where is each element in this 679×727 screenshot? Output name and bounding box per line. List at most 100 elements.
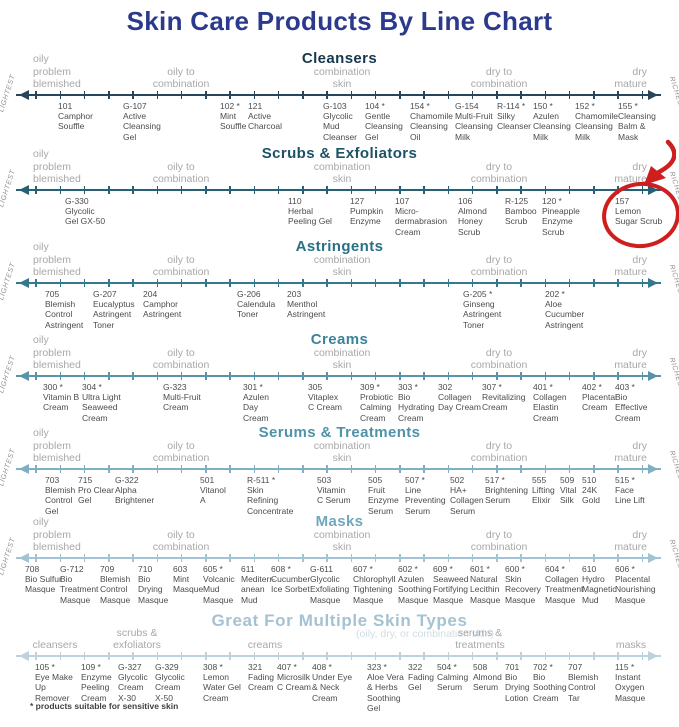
axis-tick: [447, 465, 450, 473]
scale-label: combination skin: [313, 253, 371, 279]
product-name: Chlorophyll Tightening Masque: [353, 574, 396, 605]
product-item: 115 * Instant Oxygen Masque: [615, 662, 645, 703]
axis-tick: [423, 91, 425, 99]
product-code: 517 *: [485, 475, 505, 485]
product-name: Pineapple Enzyme Scrub: [542, 206, 580, 237]
axis-tick: [326, 91, 328, 99]
product-item: 605 * Volcanic Mud Masque: [203, 564, 235, 605]
product-code: 610: [582, 564, 597, 574]
product-code: 601 *: [470, 564, 490, 574]
product-code: 609 *: [433, 564, 453, 574]
axis-tick: [35, 554, 37, 562]
section-masks: Masks oily problem blemished oily to combi…: [0, 513, 679, 605]
axis-tick: [302, 91, 304, 99]
axis-tick: [205, 279, 207, 287]
product-name: Gentle Cleansing Gel: [365, 111, 403, 142]
axis-tick: [568, 186, 571, 194]
axis-tick: [83, 279, 86, 287]
axis-tick: [423, 652, 425, 660]
axis-tick: [132, 186, 134, 194]
axis-line: [16, 278, 661, 288]
product-item: G-206 Calendula Toner: [237, 289, 275, 320]
product-item: 610 Hydro Magnetic Mud: [582, 564, 617, 605]
scale-label: oily problem blemished: [33, 427, 81, 465]
product-item: 611 Mediterr- anean Mud: [241, 564, 275, 605]
product-name: Skin Recovery Masque: [505, 574, 541, 605]
product-item: 505 Fruit Enzyme Serum: [368, 475, 399, 516]
product-item: 707 Blemish Control Tar: [568, 662, 598, 703]
product-name: Camphor Astringent: [143, 299, 182, 320]
axis-tick: [617, 279, 619, 287]
product-name: Enzyme Peeling Cream: [81, 672, 112, 703]
axis-tick: [399, 186, 401, 194]
product-item: 402 * Placental Cream: [582, 382, 617, 413]
axis-tick: [277, 465, 280, 473]
product-item: 600 * Skin Recovery Masque: [505, 564, 541, 605]
product-code: 105 *: [35, 662, 55, 672]
product-code: 101: [58, 101, 73, 111]
product-code: 202 *: [545, 289, 565, 299]
axis-tick: [205, 91, 207, 99]
axis-arrow-right-icon: [648, 90, 663, 100]
axis-line: [16, 371, 661, 381]
axis-tick: [108, 91, 110, 99]
axis-tick: [568, 465, 571, 473]
axis-tick: [520, 91, 522, 99]
axis-tick: [277, 91, 280, 99]
richest-label: RICHEST: [667, 75, 679, 112]
product-code: 308 *: [203, 662, 223, 672]
axis-tick: [35, 279, 37, 287]
scale-label: serums & treatments: [455, 626, 505, 652]
axis-tick: [374, 372, 377, 380]
product-code: 515 *: [615, 475, 635, 485]
axis-tick: [229, 372, 231, 380]
axis-tick: [229, 91, 231, 99]
product-name: Mint Souffle: [220, 111, 247, 132]
axis-arrow-left-icon: [14, 464, 29, 474]
product-item: G-154 Multi-Fruit Cleansing Milk: [455, 101, 493, 142]
product-code: G-323: [163, 382, 187, 392]
axis-tick: [471, 465, 474, 473]
product-item: G-329 Glycolic Cream X-50: [155, 662, 185, 703]
product-item: 703 Blemish Control Gel: [45, 475, 75, 516]
axis-tick: [617, 652, 619, 660]
product-code: 102 *: [220, 101, 240, 111]
product-code: 505: [368, 475, 383, 485]
axis-tick: [447, 186, 450, 194]
highlight-arrow-icon: [644, 139, 676, 185]
scale-label: combination skin: [313, 65, 371, 91]
axis-tick: [399, 652, 401, 660]
product-code: 605 *: [203, 564, 223, 574]
axis-tick: [180, 91, 183, 99]
axis-tick: [132, 91, 134, 99]
product-code: G-329: [155, 662, 179, 672]
axis-tick: [350, 91, 353, 99]
axis-tick: [496, 186, 498, 194]
axis-tick: [641, 372, 644, 380]
axis-tick: [83, 372, 86, 380]
axis-tick: [496, 465, 498, 473]
axis-tick: [544, 372, 547, 380]
product-item: G-103 Glycolic Mud Cleanser: [323, 101, 357, 142]
product-name: Vitamin C Serum: [317, 485, 351, 506]
axis-tick: [471, 372, 474, 380]
axis-tick: [35, 372, 37, 380]
product-item: 603 Mint Masque: [173, 564, 203, 595]
product-item: G-327 Glycolic Cream X-30: [118, 662, 148, 703]
scale-label: oily problem blemished: [33, 334, 81, 372]
product-code: 607 *: [353, 564, 373, 574]
scale-label: combination skin: [313, 528, 371, 554]
product-name: Bamboo Scrub: [505, 206, 537, 227]
axis-line: [16, 185, 661, 195]
product-item: 608 * Cucumber Ice Sorbet: [271, 564, 310, 595]
axis-tick: [277, 554, 280, 562]
product-name: Collagen Day Cream: [438, 392, 481, 413]
axis-tick: [593, 554, 595, 562]
axis-tick: [205, 554, 207, 562]
axis-tick: [59, 279, 62, 287]
product-name: Lifting Elixir: [532, 485, 555, 506]
product-name: Bio Drying Lotion: [505, 672, 530, 703]
product-code: 715: [78, 475, 93, 485]
product-name: Glycolic Gel GX-50: [65, 206, 106, 227]
axis-tick: [83, 554, 86, 562]
